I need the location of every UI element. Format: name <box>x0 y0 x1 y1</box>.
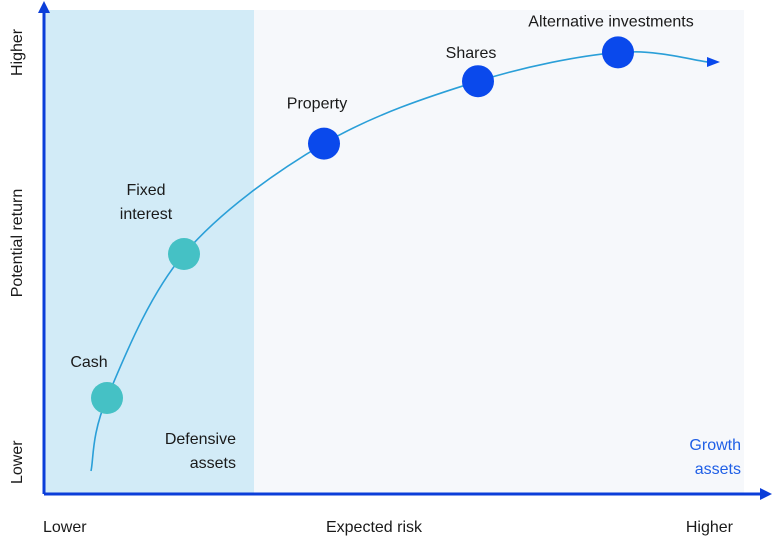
region-label-growth-line: assets <box>695 461 741 478</box>
region-label-defensive-line: assets <box>190 455 236 472</box>
x-tick-lower: Lower <box>43 519 87 536</box>
y-tick-lower: Lower <box>9 440 26 484</box>
point-fixed-interest <box>168 238 200 270</box>
point-cash <box>91 382 123 414</box>
y-tick-higher: Higher <box>9 28 26 76</box>
x-axis-arrow-icon <box>760 488 772 500</box>
region-label-growth: Growth assets <box>689 437 741 478</box>
y-axis-title: Potential return <box>9 189 26 298</box>
data-points <box>91 36 634 414</box>
point-shares <box>462 65 494 98</box>
label-shares: Shares <box>446 45 497 62</box>
region-labels: Defensive assets Growth assets <box>165 431 741 478</box>
x-tick-higher: Higher <box>686 519 734 536</box>
region-label-defensive: Defensive assets <box>165 431 236 472</box>
region-label-defensive-line: Defensive <box>165 431 236 448</box>
label-cash: Cash <box>70 354 107 371</box>
region-defensive <box>44 10 254 494</box>
point-alternative-investments <box>602 36 634 69</box>
axis-labels: Lower Expected risk Higher Lower Potential r… <box>9 28 734 536</box>
regions <box>44 10 744 494</box>
axes <box>38 1 772 500</box>
label-alternative-investments: Alternative investments <box>528 13 693 30</box>
label-fixed-interest-line: interest <box>120 206 173 223</box>
x-axis-title: Expected risk <box>326 519 423 536</box>
point-property <box>308 127 340 160</box>
label-fixed-interest: Fixed interest <box>120 182 173 223</box>
point-labels: Cash Fixed interest Property Shares Alternati… <box>70 13 693 371</box>
label-fixed-interest-line: Fixed <box>126 182 165 199</box>
region-label-growth-line: Growth <box>689 437 741 454</box>
y-axis-arrow-icon <box>38 1 50 13</box>
curve-arrow-icon <box>707 57 720 67</box>
region-growth <box>254 10 744 494</box>
label-property: Property <box>287 96 347 113</box>
